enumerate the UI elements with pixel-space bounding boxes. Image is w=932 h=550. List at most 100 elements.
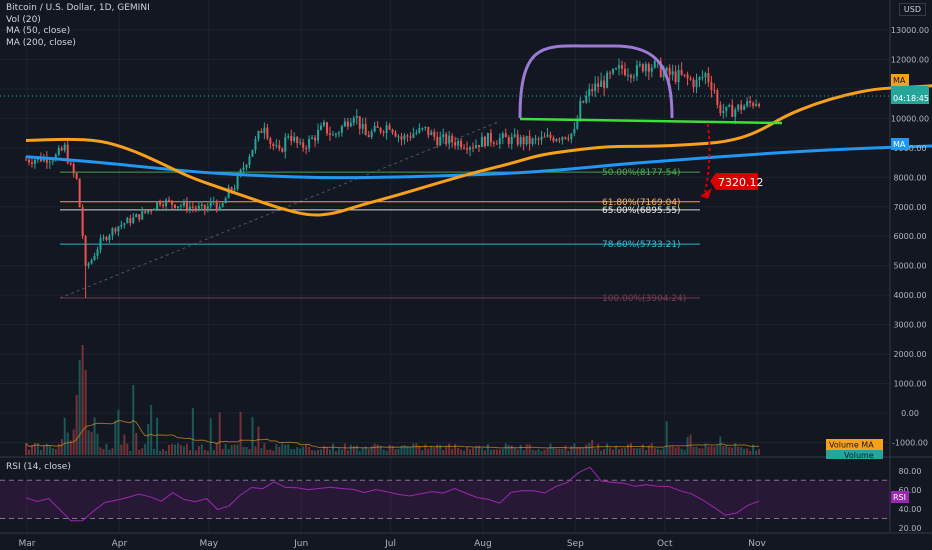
- candle-body: [45, 157, 48, 163]
- candle-body: [448, 135, 451, 144]
- volume-bar: [662, 448, 665, 455]
- candle-body: [412, 133, 415, 138]
- volume-bar: [579, 447, 582, 455]
- candle-body: [436, 136, 439, 145]
- volume-bar: [653, 448, 656, 455]
- volume-bar: [248, 449, 251, 455]
- indicator-ma200[interactable]: MA (200, close): [6, 37, 76, 48]
- candle-body: [325, 122, 328, 134]
- volume-bar: [486, 443, 489, 455]
- time-axis[interactable]: Mar Apr May Jun Jul Aug Sep Oct Nov: [19, 539, 767, 549]
- candle-body: [174, 204, 176, 208]
- candle-body: [534, 138, 537, 140]
- volume-bar: [457, 447, 460, 455]
- candle-body: [367, 135, 370, 137]
- time-tick: May: [199, 539, 218, 549]
- price-candles: [25, 57, 761, 298]
- candle-body: [454, 142, 457, 146]
- volume-bar: [48, 445, 51, 455]
- candle-body: [239, 169, 242, 176]
- volume-bar: [334, 450, 337, 455]
- candle-body: [227, 187, 230, 199]
- candle-body: [320, 125, 323, 130]
- volume-bar: [406, 446, 409, 455]
- candle-body: [519, 137, 522, 145]
- candle-body: [713, 89, 716, 91]
- candle-body: [498, 138, 501, 145]
- volume-bar: [573, 443, 576, 455]
- volume-bar: [546, 448, 549, 455]
- volume-bar: [96, 433, 99, 455]
- candle-body: [445, 134, 448, 144]
- candle-body: [579, 100, 582, 120]
- candle-body: [224, 198, 227, 204]
- candle-body: [349, 122, 352, 127]
- volume-bar: [513, 447, 516, 455]
- target-arrow-icon: [700, 188, 712, 199]
- symbol-title[interactable]: Bitcoin / U.S. Dollar, 1D, GEMINI: [6, 3, 150, 13]
- volume-bar: [427, 448, 430, 455]
- price-tick: 4000.00: [893, 291, 926, 300]
- candle-body: [51, 160, 54, 162]
- volume-bar: [153, 448, 156, 455]
- price-tick: 0.00: [901, 409, 919, 418]
- candle-body: [138, 214, 141, 220]
- indicator-ma50[interactable]: MA (50, close): [6, 26, 71, 36]
- candle-body: [385, 125, 388, 133]
- volume-bar: [626, 444, 629, 455]
- candle-body: [537, 138, 540, 140]
- volume-bar: [558, 448, 561, 455]
- candle-body: [397, 136, 400, 138]
- rsi-tick: 80.00: [899, 467, 922, 476]
- candle-body: [206, 206, 209, 211]
- ma-50-line: [25, 84, 932, 217]
- time-tick: Sep: [567, 539, 584, 549]
- volume-bar: [355, 445, 358, 455]
- volume-bar: [701, 448, 704, 455]
- candle-body: [337, 132, 340, 134]
- volume-bar: [328, 449, 331, 455]
- volume-bar: [209, 418, 212, 455]
- volume-bar: [707, 446, 710, 455]
- candle-body: [483, 136, 486, 147]
- volume-bar: [609, 447, 612, 455]
- indicator-volume[interactable]: Vol (20): [6, 14, 41, 25]
- volume-bar: [621, 448, 623, 455]
- candle-body: [87, 263, 90, 266]
- volume-bar: [287, 444, 290, 455]
- volume-bar: [603, 448, 606, 455]
- target-price-tag: [710, 173, 758, 190]
- volume-bar: [623, 447, 626, 455]
- candle-body: [299, 142, 302, 144]
- currency-button[interactable]: USD: [898, 3, 926, 16]
- volume-bar: [230, 445, 233, 455]
- candle-body: [281, 148, 284, 152]
- fib-level-label: 65.00%(6895.55): [602, 206, 681, 216]
- volume-bar: [108, 449, 111, 455]
- volume-bar: [138, 449, 141, 455]
- volume-bar: [704, 443, 707, 455]
- volume-bar: [588, 443, 591, 455]
- volume-bar: [239, 412, 242, 455]
- candle-body: [480, 136, 483, 148]
- volume-bar: [364, 446, 367, 455]
- candle-body: [466, 148, 469, 150]
- volume-bar: [671, 446, 674, 455]
- candle-body: [644, 64, 647, 72]
- candle-body: [695, 79, 698, 88]
- volume-bar: [731, 447, 734, 455]
- volume-bar: [45, 443, 48, 455]
- price-axis[interactable]: 13000.0012000.0011000.0010000.009000.008…: [891, 26, 929, 447]
- candle-body: [331, 134, 334, 136]
- volume-bar: [746, 448, 749, 455]
- volume-bar: [439, 444, 442, 455]
- candle-body: [558, 139, 561, 141]
- candle-body: [209, 201, 212, 207]
- volume-bar: [758, 448, 761, 455]
- volume-bar: [397, 448, 400, 455]
- rsi-title[interactable]: RSI (14, close): [6, 462, 71, 472]
- candle-body: [594, 83, 597, 92]
- volume-bar: [191, 407, 194, 455]
- volume-bar: [698, 448, 701, 455]
